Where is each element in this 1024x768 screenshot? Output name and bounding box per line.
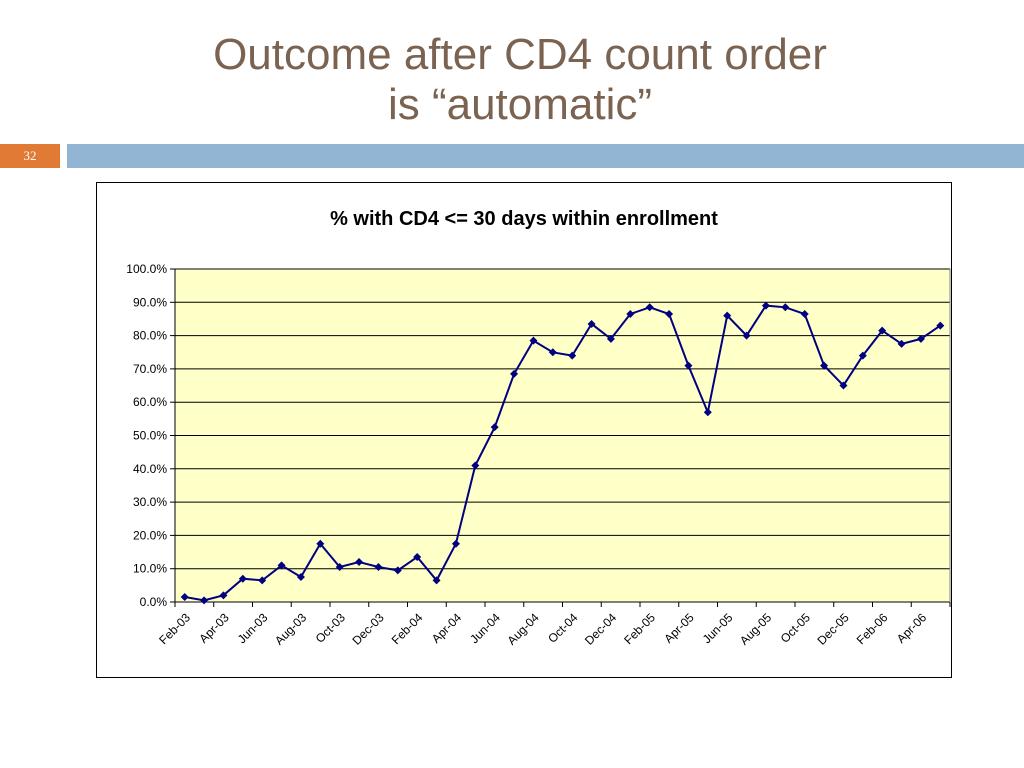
data-point-marker — [316, 539, 325, 548]
title-divider-bar — [67, 144, 1024, 168]
data-point-marker — [781, 303, 790, 312]
x-tick-label: Oct-04 — [545, 610, 581, 646]
x-tick-label: Aug-05 — [737, 610, 774, 647]
y-tick-label: 60.0% — [133, 395, 167, 409]
data-point-marker — [645, 303, 654, 312]
series — [180, 301, 945, 605]
y-tick-label: 0.0% — [140, 595, 168, 609]
data-point-marker — [432, 576, 441, 585]
data-point-marker — [548, 348, 557, 357]
data-point-marker — [587, 319, 596, 328]
gridlines — [175, 268, 950, 570]
x-tick-label: Feb-03 — [156, 610, 193, 647]
x-tick-label: Oct-05 — [778, 610, 814, 646]
x-tick-label: Jun-03 — [235, 610, 271, 646]
slide-title: Outcome after CD4 count order is “automa… — [0, 30, 1024, 130]
data-point-marker — [277, 561, 286, 570]
data-point-marker — [393, 566, 402, 575]
y-tick-label: 50.0% — [133, 429, 167, 443]
y-tick-label: 70.0% — [133, 362, 167, 376]
data-point-marker — [490, 423, 499, 432]
data-point-marker — [761, 301, 770, 310]
data-point-marker — [568, 351, 577, 360]
x-tick-label: Aug-03 — [272, 610, 309, 647]
y-tick-label: 10.0% — [133, 562, 167, 576]
data-point-marker — [820, 361, 829, 370]
data-point-marker — [374, 563, 383, 572]
line-chart: % with CD4 <= 30 days within enrollment … — [126, 208, 951, 648]
x-tick-label: Dec-04 — [582, 610, 619, 647]
x-tick-label: Apr-04 — [429, 610, 465, 646]
data-point-marker — [684, 361, 693, 370]
data-point-marker — [703, 408, 712, 417]
slide-title-line-2: is “automatic” — [387, 80, 653, 129]
series-line — [184, 304, 941, 602]
data-point-marker — [665, 309, 674, 318]
y-tick-label: 100.0% — [126, 262, 167, 276]
data-point-marker — [742, 331, 751, 340]
data-point-marker — [878, 326, 887, 335]
data-point-marker — [258, 576, 267, 585]
x-tick-label: Dec-03 — [350, 610, 387, 647]
x-tick-label: Apr-05 — [661, 610, 697, 646]
y-tick-label: 40.0% — [133, 462, 167, 476]
x-tick-label: Feb-06 — [854, 610, 891, 647]
data-point-marker — [355, 558, 364, 567]
data-point-marker — [296, 573, 305, 582]
x-tick-label: Feb-05 — [621, 610, 658, 647]
data-point-marker — [606, 334, 615, 343]
data-point-marker — [529, 336, 538, 345]
axes — [170, 268, 951, 607]
data-point-marker — [238, 574, 247, 583]
x-tick-label: Feb-04 — [389, 610, 426, 647]
x-tick-label: Dec-05 — [815, 610, 852, 647]
data-point-marker — [916, 334, 925, 343]
data-point-marker — [335, 563, 344, 572]
x-axis-tick-labels: Feb-03 Apr-03 Jun-03 Aug-03 Oct-03 Dec-03 Feb-… — [156, 610, 929, 647]
data-point-marker — [626, 309, 635, 318]
data-point-marker — [471, 461, 480, 470]
data-point-marker — [936, 321, 945, 330]
y-tick-label: 30.0% — [133, 495, 167, 509]
data-point-marker — [839, 381, 848, 390]
data-point-marker — [800, 309, 809, 318]
y-tick-label: 20.0% — [133, 528, 167, 542]
slide-number: 32 — [0, 144, 60, 168]
data-point-marker — [451, 539, 460, 548]
y-tick-label: 90.0% — [133, 295, 167, 309]
slide-title-line-1: Outcome after CD4 count order — [213, 30, 827, 79]
data-point-marker — [858, 351, 867, 360]
data-point-marker — [219, 591, 228, 600]
y-tick-label: 80.0% — [133, 329, 167, 343]
chart-frame: % with CD4 <= 30 days within enrollment … — [96, 182, 952, 678]
x-tick-label: Jun-05 — [700, 610, 736, 646]
data-point-marker — [180, 593, 189, 602]
data-point-marker — [723, 311, 732, 320]
x-tick-label: Oct-03 — [313, 610, 349, 646]
data-point-marker — [413, 553, 422, 562]
x-tick-label: Jun-04 — [467, 610, 503, 646]
x-tick-label: Aug-04 — [505, 610, 542, 647]
x-tick-label: Apr-03 — [196, 610, 232, 646]
y-axis-tick-labels: 0.0% 10.0% 20.0% 30.0% 40.0% 50.0% 60.0% 70.0% 8… — [126, 262, 167, 609]
data-point-marker — [200, 596, 209, 605]
chart-title: % with CD4 <= 30 days within enrollment — [330, 208, 718, 230]
data-point-marker — [897, 339, 906, 348]
x-tick-label: Apr-06 — [894, 610, 930, 646]
data-point-marker — [510, 369, 519, 378]
